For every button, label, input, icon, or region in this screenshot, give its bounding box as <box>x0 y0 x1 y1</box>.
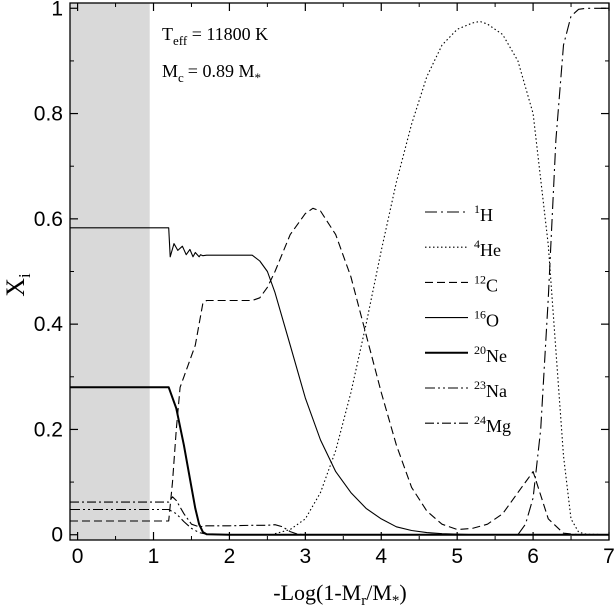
shaded-region <box>70 3 150 540</box>
legend-label-12C: 12C <box>474 272 498 295</box>
series-line-20Ne <box>70 386 609 536</box>
series-line-1H <box>517 7 609 536</box>
mc-annotation: Mc = 0.89 M* <box>162 61 261 85</box>
legend-label-16O: 16O <box>474 308 499 331</box>
x-tick-label: 6 <box>527 545 539 568</box>
y-tick-label: 1 <box>51 0 63 20</box>
legend-label-23Na: 23Na <box>474 378 507 401</box>
y-tick-label: 0.2 <box>34 418 63 441</box>
plot-area <box>70 3 609 540</box>
legend-label-20Ne: 20Ne <box>474 343 507 366</box>
series-line-12C <box>70 207 609 536</box>
plot-frame <box>69 2 610 541</box>
x-axis-title: -Log(1-Mr/M*) <box>273 580 407 609</box>
series-line-24Mg <box>70 496 609 536</box>
y-axis-title: Xi <box>1 273 34 297</box>
teff-annotation: Teff = 11800 K <box>162 24 268 48</box>
legend-label-4He: 4He <box>474 237 501 260</box>
x-tick-label: 5 <box>451 545 463 568</box>
y-tick-label: 0.8 <box>34 103 63 126</box>
legend-label-24Mg: 24Mg <box>474 413 511 436</box>
legend: 1H 4He 12C 16O 20Ne 23Na 24Mg <box>425 202 511 436</box>
x-tick-label: 0 <box>72 545 84 568</box>
x-tick-label: 2 <box>224 545 236 568</box>
series-line-4He <box>274 20 609 536</box>
legend-label-1H: 1H <box>474 202 493 225</box>
x-tick-label: 4 <box>375 545 387 568</box>
y-tick-label: 0 <box>51 524 63 547</box>
y-tick-label: 0.4 <box>34 313 64 336</box>
y-tick-label: 0.6 <box>34 208 63 231</box>
series-line-16O <box>70 227 609 536</box>
x-tick-label: 7 <box>603 545 614 568</box>
x-tick-label: 1 <box>148 545 160 568</box>
x-tick-label: 3 <box>299 545 311 568</box>
axes: 0 1 2 3 4 5 6 7 0 0.2 0.4 0.6 0.8 1 <box>34 0 614 568</box>
